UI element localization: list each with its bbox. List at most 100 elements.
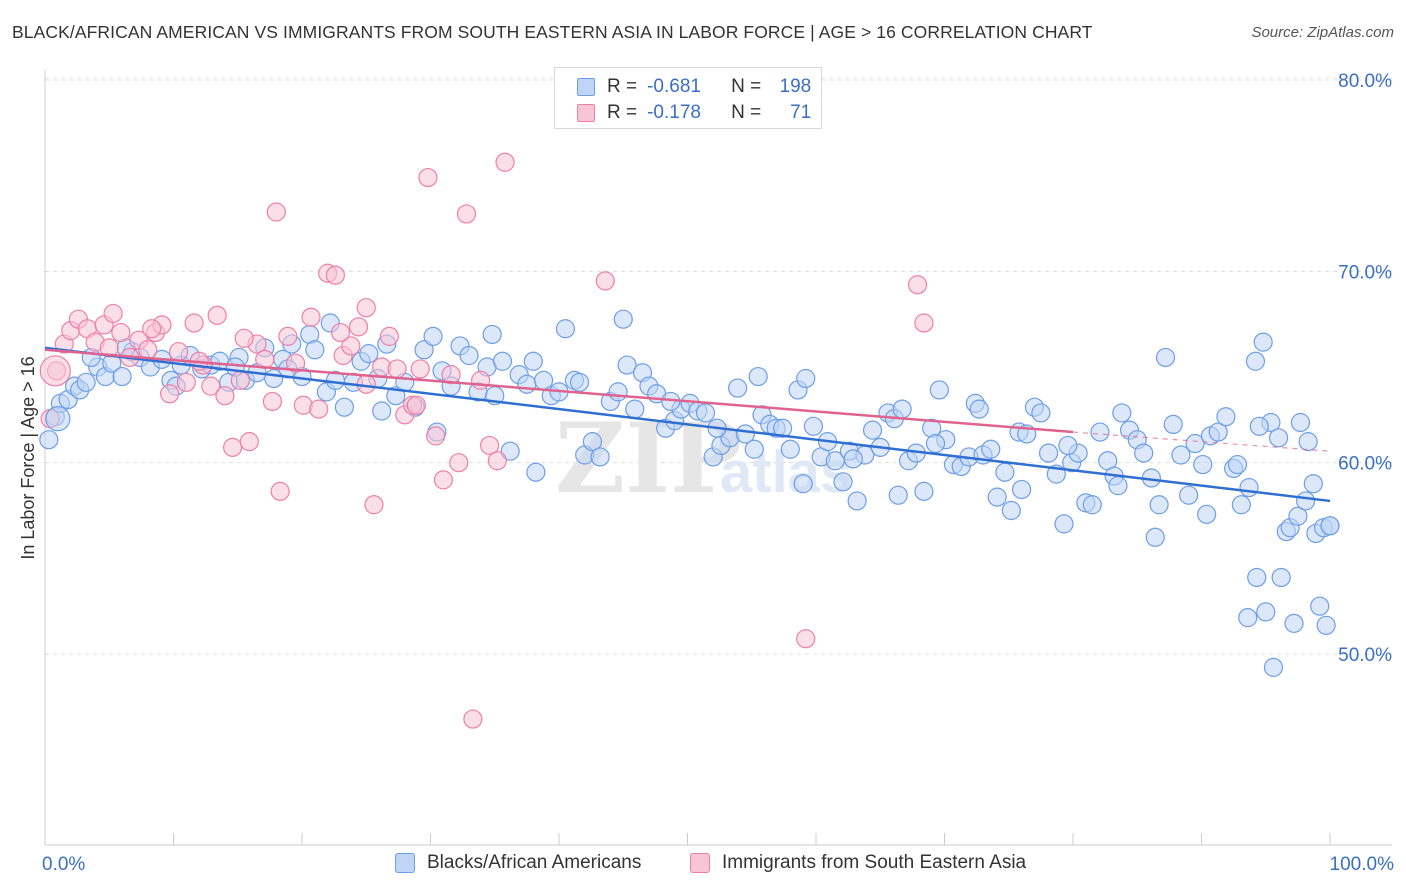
stats-n-value: 198 <box>779 76 812 97</box>
data-points <box>39 152 1340 729</box>
stats-r-value: -0.681 <box>647 76 701 97</box>
point-blacks <box>1197 504 1217 524</box>
point-blacks <box>744 439 764 459</box>
point-immigrants <box>480 435 500 456</box>
point-blacks <box>1284 613 1304 633</box>
y-axis-label: In Labor Force | Age > 16 <box>18 356 38 559</box>
point-blacks <box>1290 412 1311 433</box>
point-immigrants <box>142 319 162 339</box>
point-immigrants <box>364 495 384 515</box>
point-immigrants <box>138 340 158 360</box>
point-blacks <box>803 416 824 436</box>
point-immigrants <box>441 365 461 385</box>
point-immigrants <box>796 629 816 649</box>
point-blacks <box>1268 428 1289 448</box>
stats-r-label: R = <box>607 102 638 123</box>
point-blacks <box>1271 567 1291 588</box>
point-blacks <box>1134 443 1154 463</box>
point-blacks <box>892 399 912 419</box>
point-immigrants <box>914 313 934 333</box>
point-blacks <box>925 433 946 454</box>
point-blacks <box>1231 495 1251 515</box>
trend-lines <box>44 346 1331 503</box>
point-blacks <box>1054 514 1074 534</box>
point-immigrants <box>487 451 507 471</box>
stats-n-value: 71 <box>790 102 812 123</box>
point-blacks <box>1263 657 1284 677</box>
axis-labels: 50.0% 60.0% 70.0% 80.0% 0.0% 100.0% In Labor F… <box>18 71 1394 875</box>
point-blacks <box>796 368 816 389</box>
point-blacks <box>1011 479 1032 500</box>
point-immigrants <box>301 307 321 327</box>
series-legend: Blacks/African Americans Immigrants from… <box>0 852 1406 876</box>
point-blacks <box>1155 347 1176 368</box>
point-immigrants <box>330 322 351 343</box>
point-blacks <box>1112 403 1132 423</box>
point-immigrants <box>266 202 286 222</box>
point-blacks <box>39 430 59 450</box>
point-blacks <box>748 366 768 387</box>
point-immigrants <box>410 359 430 379</box>
point-blacks <box>500 441 520 461</box>
y-tick-label: 80.0% <box>1338 71 1392 92</box>
point-blacks <box>359 344 379 364</box>
point-immigrants <box>433 470 453 490</box>
legend-item-immigrants[interactable]: Immigrants from South Eastern Asia <box>690 852 1026 874</box>
x-tick-label: 0.0% <box>42 854 85 875</box>
point-blacks <box>969 399 989 419</box>
point-immigrants <box>207 305 227 325</box>
legend-swatch-immigrants <box>690 853 710 873</box>
trend-line-immigrants <box>44 348 1074 434</box>
point-blacks <box>695 403 716 423</box>
point-blacks <box>517 374 537 394</box>
point-immigrants <box>201 376 221 396</box>
y-tick-label: 50.0% <box>1338 645 1392 666</box>
point-immigrants <box>325 265 346 285</box>
point-immigrants <box>223 437 243 457</box>
point-blacks <box>459 345 479 366</box>
point-blacks <box>981 439 1001 459</box>
point-blacks <box>1149 495 1169 515</box>
point-immigrants <box>463 709 483 729</box>
point-blacks <box>1320 516 1340 536</box>
point-blacks <box>1171 445 1191 465</box>
point-blacks <box>582 432 603 452</box>
point-immigrants <box>285 353 306 373</box>
point-blacks <box>555 319 576 339</box>
point-blacks <box>1247 567 1267 588</box>
point-blacks <box>523 351 543 371</box>
point-blacks <box>1058 435 1078 456</box>
point-blacks <box>1185 433 1205 454</box>
point-blacks <box>1310 596 1330 616</box>
legend-item-blacks[interactable]: Blacks/African Americans <box>395 852 641 874</box>
point-blacks <box>1216 407 1236 427</box>
point-blacks <box>608 382 628 402</box>
point-immigrants <box>99 338 119 358</box>
point-blacks <box>423 326 443 346</box>
point-blacks <box>914 481 934 501</box>
point-immigrants <box>449 453 469 473</box>
point-blacks <box>843 449 863 469</box>
point-blacks <box>1316 615 1336 635</box>
stats-n-label: N = <box>731 102 762 123</box>
point-blacks <box>1253 332 1273 352</box>
point-blacks <box>1031 403 1051 423</box>
stats-r-value: -0.178 <box>647 102 701 123</box>
point-immigrants <box>111 322 131 343</box>
point-blacks <box>482 324 502 345</box>
point-immigrants <box>309 399 329 419</box>
point-blacks <box>569 372 590 392</box>
point-immigrants <box>495 152 515 172</box>
point-blacks <box>1193 454 1213 475</box>
point-blacks <box>995 462 1015 482</box>
point-blacks <box>590 447 610 467</box>
stats-r-label: R = <box>607 76 638 97</box>
point-blacks <box>1145 527 1165 547</box>
point-blacks <box>492 351 513 371</box>
point-blacks <box>45 406 71 432</box>
point-blacks <box>617 355 637 375</box>
point-blacks <box>1239 477 1259 498</box>
point-blacks <box>929 380 949 400</box>
point-immigrants <box>39 355 71 387</box>
